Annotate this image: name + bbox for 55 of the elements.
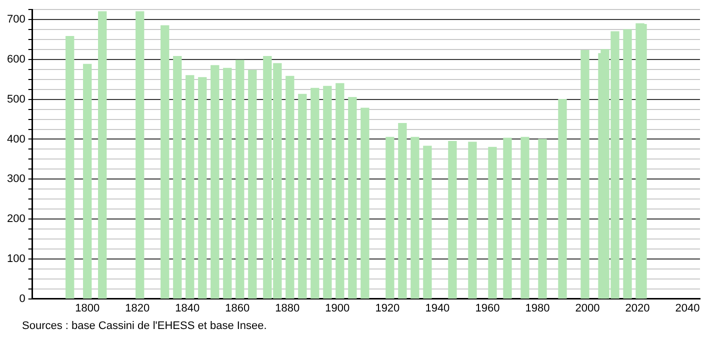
y-tick-label: 100 xyxy=(6,252,26,265)
source-note: Sources : base Cassini de l'EHESS et base Insee. xyxy=(22,320,267,332)
bar xyxy=(410,136,420,299)
bar xyxy=(423,146,432,299)
y-tick-label: 200 xyxy=(6,213,26,226)
bar xyxy=(98,11,107,299)
x-tick-label: 1840 xyxy=(175,302,200,314)
x-tick-label: 1920 xyxy=(375,302,400,314)
bar xyxy=(360,108,370,299)
bar xyxy=(448,140,457,299)
bar xyxy=(66,36,74,299)
bar xyxy=(558,99,567,299)
x-tick-label: 1940 xyxy=(425,302,450,314)
bar xyxy=(336,83,344,299)
y-tick-label: 0 xyxy=(19,292,26,305)
bar xyxy=(83,64,92,299)
bar xyxy=(236,60,244,299)
bar xyxy=(520,136,530,299)
bar xyxy=(186,75,194,299)
bar xyxy=(386,136,394,299)
bar xyxy=(198,77,207,299)
bar xyxy=(248,70,257,299)
x-tick-label: 1820 xyxy=(125,302,150,314)
y-tick-label: 300 xyxy=(6,173,26,186)
bar xyxy=(503,138,512,299)
bar xyxy=(580,50,590,299)
x-tick-label: 2000 xyxy=(575,302,600,314)
bar xyxy=(160,25,170,299)
bar xyxy=(223,68,232,299)
bar xyxy=(323,86,332,299)
bar xyxy=(173,56,182,299)
bar xyxy=(348,97,357,299)
x-tick-label: 1900 xyxy=(325,302,350,314)
y-tick-label: 700 xyxy=(6,14,26,26)
bar xyxy=(136,11,144,299)
bar xyxy=(210,65,220,299)
bar xyxy=(298,94,307,299)
bar xyxy=(398,122,407,299)
bar xyxy=(538,138,547,299)
bar xyxy=(623,29,632,299)
x-tick-label: 2040 xyxy=(675,302,700,314)
bar xyxy=(638,24,647,299)
y-tick-label: 600 xyxy=(6,53,26,66)
x-tick-label: 1980 xyxy=(525,302,550,314)
bar xyxy=(310,88,320,299)
x-tick-label: 1960 xyxy=(475,302,500,314)
x-tick-label: 1860 xyxy=(225,302,250,314)
x-tick-label: 1880 xyxy=(275,302,300,314)
x-tick-label: 2020 xyxy=(625,302,650,314)
y-tick-label: 500 xyxy=(6,93,26,106)
bar xyxy=(468,142,477,299)
y-tick-label: 400 xyxy=(6,133,26,146)
bar xyxy=(488,146,497,299)
x-tick-label: 1800 xyxy=(75,302,100,314)
bar xyxy=(286,76,294,299)
